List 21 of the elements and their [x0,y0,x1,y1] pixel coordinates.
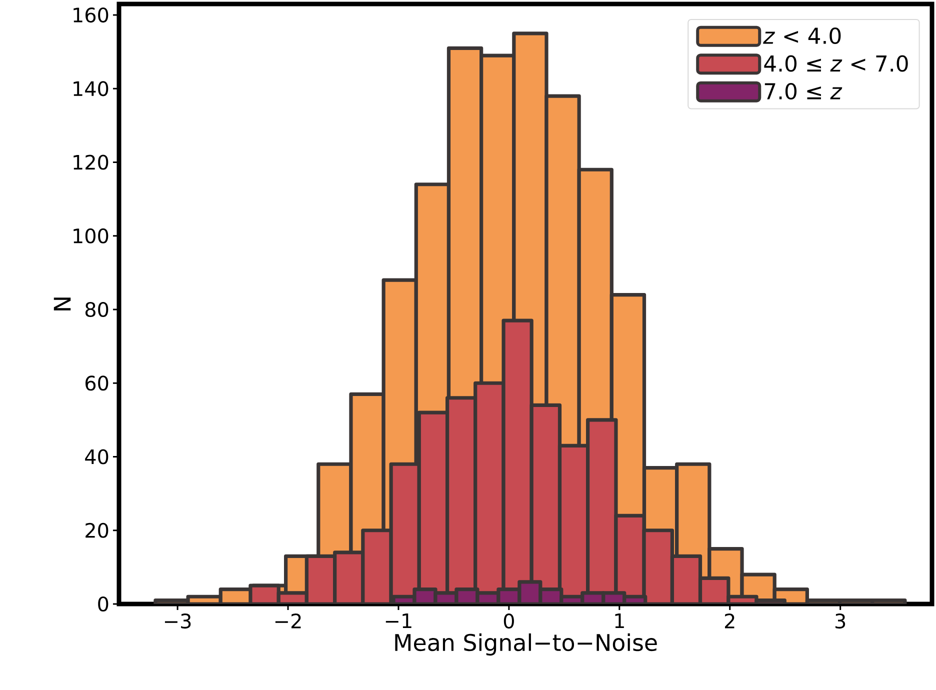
y-tick-label: 120 [74,154,108,170]
y-tick-label: 20 [86,522,108,538]
y-tick-label: 100 [74,228,108,244]
x-tick-label: 3 [836,614,846,629]
legend-label: z < 4.0 [763,27,841,44]
y-tick-label: 40 [85,449,108,464]
y-tick-label: 140 [74,81,108,96]
y-tick-label: 0 [98,596,108,612]
x-tick-label: −1 [386,614,412,628]
x-axis-title: Mean Signal−to−Noise [395,633,657,656]
y-tick-label: 80 [85,302,108,318]
legend-label: 4.0 ≤ z < 7.0 [764,55,908,72]
x-tick-label: 1 [615,614,624,628]
y-tick-label: 160 [74,8,108,23]
y-axis-title: N [54,298,71,310]
x-tick-label: 2 [724,614,734,628]
x-tick-label: −3 [164,614,191,629]
legend-label: 7.0 ≤ z [764,82,842,100]
x-tick-label: −2 [275,614,301,628]
y-tick-label: 60 [86,376,108,391]
x-tick-label: 0 [504,614,514,629]
